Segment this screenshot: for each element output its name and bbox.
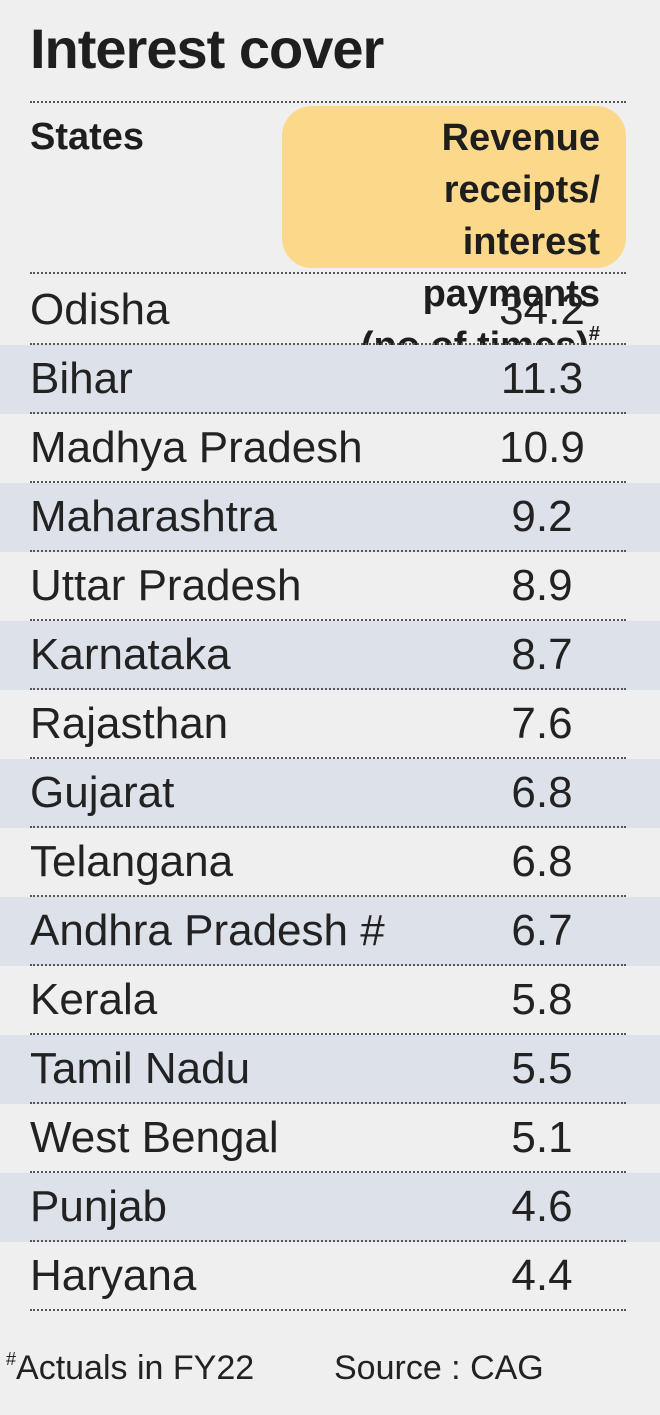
state-name: Maharashtra — [30, 492, 278, 541]
row-divider — [30, 826, 626, 828]
footnote-mark: # — [6, 1349, 17, 1369]
table-row: Andhra Pradesh # 6.7 — [0, 897, 660, 966]
table-row: Tamil Nadu 5.5 — [0, 1035, 660, 1104]
table-row: Uttar Pradesh 8.9 — [0, 552, 660, 621]
interest-cover-value: 5.1 — [511, 1113, 573, 1162]
state-name: Haryana — [30, 1251, 197, 1300]
state-name: Gujarat — [30, 768, 175, 817]
state-name: Madhya Pradesh — [30, 423, 363, 472]
row-divider — [30, 1171, 626, 1173]
interest-cover-value: 11.3 — [500, 354, 584, 403]
header-divider — [30, 272, 626, 274]
table-row: Rajasthan 7.6 — [0, 690, 660, 759]
title-divider — [30, 101, 626, 103]
interest-cover-value: 6.8 — [511, 837, 573, 886]
footnote: #Actuals in FY22 — [6, 1344, 254, 1392]
table-row: Madhya Pradesh 10.9 — [0, 414, 660, 483]
table-row: Odisha 34.2 — [0, 276, 660, 345]
state-name: Tamil Nadu — [30, 1044, 251, 1093]
row-divider — [30, 688, 626, 690]
table-row: Gujarat 6.8 — [0, 759, 660, 828]
interest-cover-value: 9.2 — [511, 492, 573, 541]
row-divider — [30, 481, 626, 483]
table-row: Kerala 5.8 — [0, 966, 660, 1035]
row-divider — [30, 343, 626, 345]
table-row: Maharashtra 9.2 — [0, 483, 660, 552]
interest-cover-value: 6.8 — [511, 768, 573, 817]
row-divider — [30, 1102, 626, 1104]
row-divider — [30, 1309, 626, 1311]
row-divider — [30, 757, 626, 759]
interest-cover-value: 5.5 — [511, 1044, 573, 1093]
interest-cover-value: 10.9 — [499, 423, 585, 472]
state-name: Andhra Pradesh # — [30, 906, 385, 955]
footnote-text: Actuals in FY22 — [16, 1349, 255, 1387]
value-header-line-1: Revenue receipts/ — [441, 117, 600, 211]
interest-cover-value: 8.7 — [511, 630, 573, 679]
row-divider — [30, 619, 626, 621]
table-row: Karnataka 8.7 — [0, 621, 660, 690]
state-name: Odisha — [30, 285, 170, 334]
state-name: Punjab — [30, 1182, 168, 1231]
interest-cover-value: 34.2 — [499, 285, 585, 334]
interest-cover-value: 7.6 — [511, 699, 573, 748]
table-body: Odisha 34.2 Bihar 11.3 Madhya Pradesh 10.9 Mah… — [0, 276, 660, 1311]
table-row: Telangana 6.8 — [0, 828, 660, 897]
interest-cover-value: 8.9 — [511, 561, 573, 610]
state-name: West Bengal — [30, 1113, 279, 1162]
state-name: Karnataka — [30, 630, 231, 679]
states-column-header: States — [30, 116, 145, 158]
table-row: West Bengal 5.1 — [0, 1104, 660, 1173]
table-row: Punjab 4.6 — [0, 1173, 660, 1242]
chart-title: Interest cover — [30, 17, 384, 80]
interest-cover-value: 4.6 — [511, 1182, 573, 1231]
value-header-footnote-mark: # — [588, 323, 600, 345]
row-divider — [30, 1240, 626, 1242]
state-name: Kerala — [30, 975, 158, 1024]
row-divider — [30, 412, 626, 414]
row-divider — [30, 895, 626, 897]
interest-cover-value: 4.4 — [511, 1251, 573, 1300]
state-name: Rajasthan — [30, 699, 229, 748]
state-name: Uttar Pradesh — [30, 561, 302, 610]
table-row: Haryana 4.4 — [0, 1242, 660, 1311]
state-name: Telangana — [30, 837, 234, 886]
value-column-header: Revenue receipts/ interest payments (no … — [282, 106, 626, 367]
source-credit: Source : CAG — [334, 1349, 544, 1387]
table-row: Bihar 11.3 — [0, 345, 660, 414]
state-name: Bihar — [30, 354, 133, 403]
value-header-line-2: interest payments — [422, 221, 600, 315]
row-divider — [30, 1033, 626, 1035]
row-divider — [30, 550, 626, 552]
interest-cover-value: 5.8 — [511, 975, 573, 1024]
row-divider — [30, 964, 626, 966]
interest-cover-value: 6.7 — [511, 906, 573, 955]
